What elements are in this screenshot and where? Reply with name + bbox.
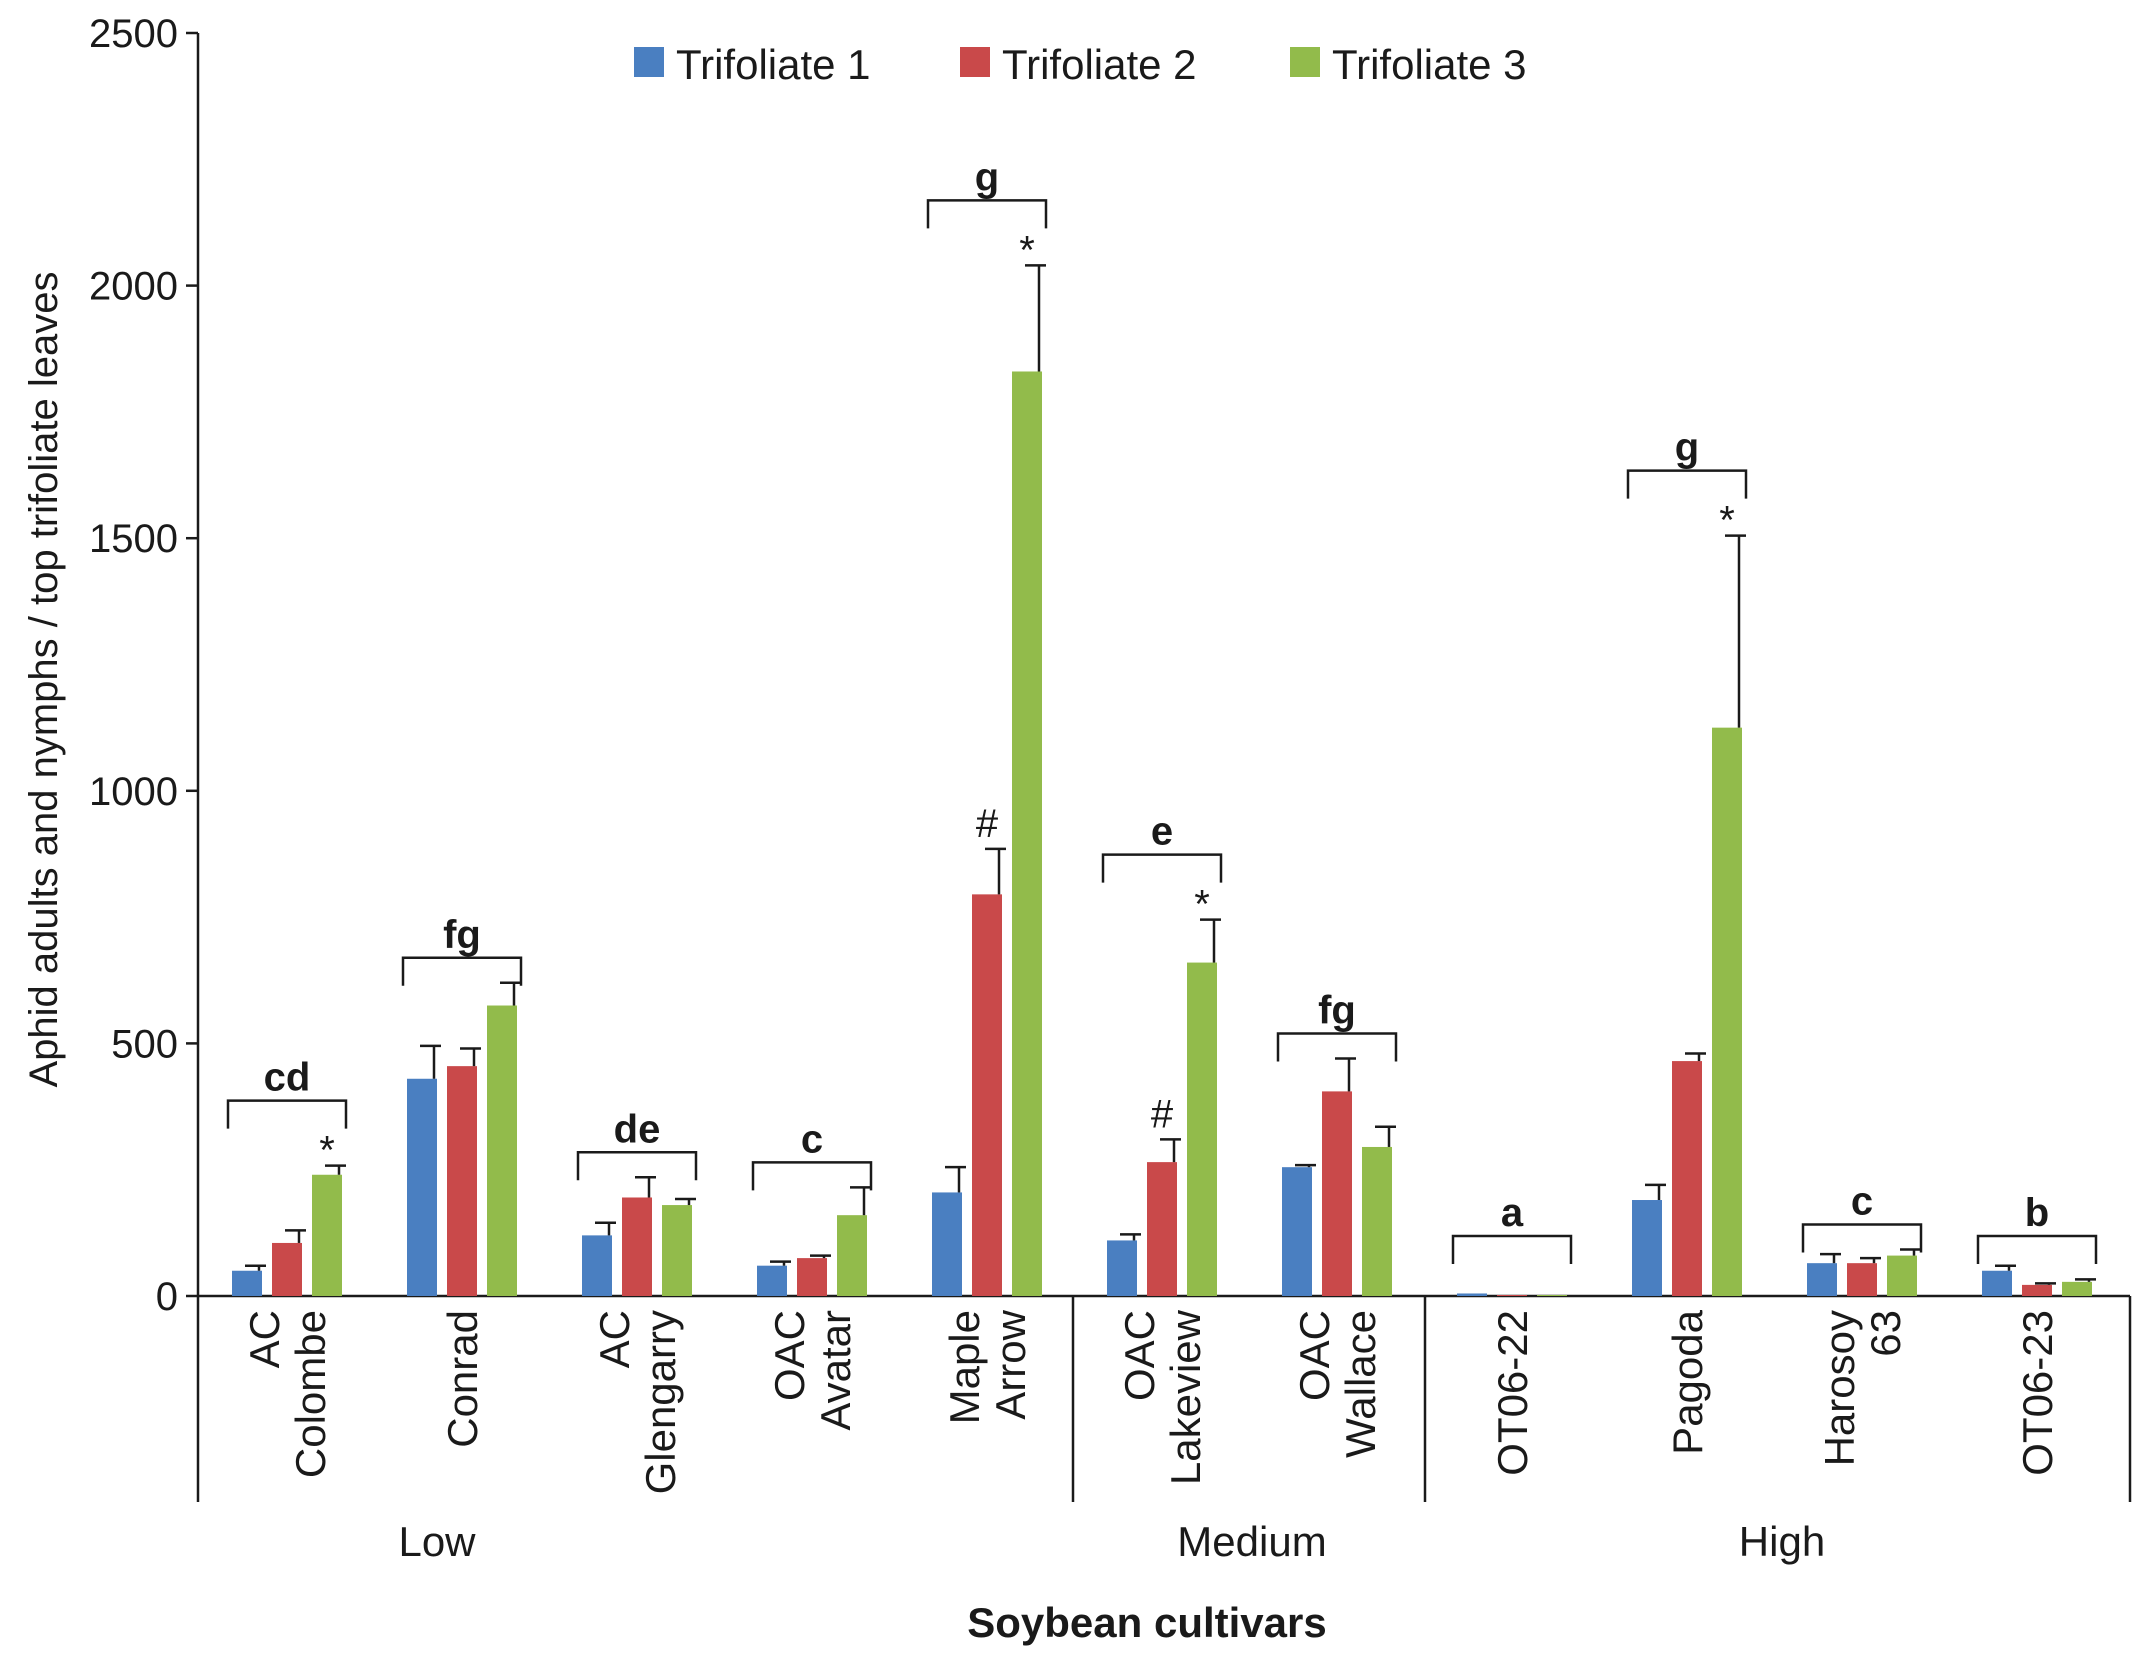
significance-letter: g <box>975 155 999 199</box>
category-label: Glengarry <box>637 1310 684 1494</box>
category-label: OAC <box>1116 1310 1163 1401</box>
bar <box>757 1265 787 1296</box>
bar <box>1187 962 1217 1296</box>
significance-letter: g <box>1675 426 1699 470</box>
legend-swatch <box>1290 47 1320 77</box>
y-axis-title: Aphid adults and nymphs / top trifoliate… <box>22 271 66 1087</box>
bar <box>1107 1240 1137 1296</box>
legend-label: Trifoliate 1 <box>676 41 871 88</box>
bar <box>662 1205 692 1296</box>
bar <box>232 1270 262 1296</box>
hash-marker: # <box>976 802 999 846</box>
category-label: OT06-23 <box>2014 1310 2061 1476</box>
category-label: Colombe <box>287 1310 334 1478</box>
y-tick-label: 2000 <box>89 265 178 309</box>
significance-bracket <box>751 1161 873 1191</box>
bar <box>1362 1146 1392 1296</box>
significance-bracket <box>401 956 523 986</box>
significance-letter: b <box>2025 1191 2049 1235</box>
significance-bracket <box>1976 1234 2098 1264</box>
legend-swatch <box>960 47 990 77</box>
asterisk-marker: * <box>1194 883 1210 927</box>
significance-bracket <box>1451 1234 1573 1264</box>
significance-letter: c <box>801 1117 823 1161</box>
bar <box>1807 1263 1837 1296</box>
significance-letter: de <box>614 1107 661 1151</box>
group-label: Low <box>398 1518 476 1565</box>
category-label: Harosoy <box>1816 1310 1863 1466</box>
category-label: AC <box>241 1310 288 1368</box>
significance-letter: fg <box>443 913 481 957</box>
legend-swatch <box>634 47 664 77</box>
bar <box>622 1197 652 1296</box>
significance-bracket <box>926 199 1048 229</box>
bar <box>1672 1061 1702 1296</box>
group-label: Medium <box>1177 1518 1326 1565</box>
x-axis-title: Soybean cultivars <box>967 1599 1326 1646</box>
significance-bracket <box>1276 1032 1398 1062</box>
bar <box>1982 1270 2012 1296</box>
bar <box>972 894 1002 1296</box>
significance-bracket <box>1801 1223 1923 1253</box>
bar <box>1887 1255 1917 1296</box>
legend-label: Trifoliate 3 <box>1332 41 1527 88</box>
significance-bracket <box>226 1099 348 1129</box>
asterisk-marker: * <box>319 1129 335 1173</box>
bar <box>272 1242 302 1296</box>
significance-bracket <box>1101 853 1223 883</box>
category-label: Avatar <box>812 1310 859 1431</box>
significance-bracket <box>1626 469 1748 499</box>
group-label: High <box>1739 1518 1825 1565</box>
significance-letter: cd <box>264 1056 311 1100</box>
legend-label: Trifoliate 2 <box>1002 41 1197 88</box>
category-label: Maple <box>941 1310 988 1424</box>
bar <box>1537 1295 1567 1296</box>
bar <box>312 1174 342 1296</box>
bar <box>1847 1263 1877 1296</box>
hash-marker: # <box>1151 1092 1174 1136</box>
asterisk-marker: * <box>1019 228 1035 272</box>
category-label: 63 <box>1862 1310 1909 1357</box>
bar <box>487 1005 517 1296</box>
category-label: Wallace <box>1337 1310 1384 1458</box>
category-label: AC <box>591 1310 638 1368</box>
bar <box>582 1235 612 1296</box>
bar <box>1147 1162 1177 1296</box>
significance-letter: c <box>1851 1180 1873 1224</box>
y-tick-label: 1500 <box>89 517 178 561</box>
bar <box>1712 727 1742 1296</box>
bar <box>2062 1281 2092 1296</box>
bar <box>1282 1167 1312 1296</box>
bar <box>837 1215 867 1296</box>
y-tick-label: 1000 <box>89 770 178 814</box>
category-label: Conrad <box>439 1310 486 1448</box>
category-label: OAC <box>766 1310 813 1401</box>
category-label: OT06-22 <box>1489 1310 1536 1476</box>
bar <box>1457 1293 1487 1296</box>
asterisk-marker: * <box>1719 499 1735 543</box>
category-label: Lakeview <box>1162 1309 1209 1485</box>
category-label: Pagoda <box>1664 1309 1711 1454</box>
category-label: OAC <box>1291 1310 1338 1401</box>
bar <box>1322 1091 1352 1296</box>
category-label: Arrow <box>987 1309 1034 1419</box>
bar <box>797 1258 827 1296</box>
bar <box>1632 1200 1662 1296</box>
bar <box>932 1192 962 1296</box>
bar <box>407 1078 437 1296</box>
bar <box>1012 371 1042 1296</box>
significance-bracket <box>576 1151 698 1181</box>
y-tick-label: 500 <box>111 1022 178 1066</box>
bar <box>1497 1295 1527 1296</box>
bar <box>2022 1284 2052 1296</box>
significance-letter: e <box>1151 810 1173 854</box>
y-tick-label: 2500 <box>89 12 178 56</box>
significance-letter: fg <box>1318 989 1356 1033</box>
bar <box>447 1066 477 1296</box>
y-tick-label: 0 <box>156 1275 178 1319</box>
significance-letter: a <box>1501 1191 1524 1235</box>
